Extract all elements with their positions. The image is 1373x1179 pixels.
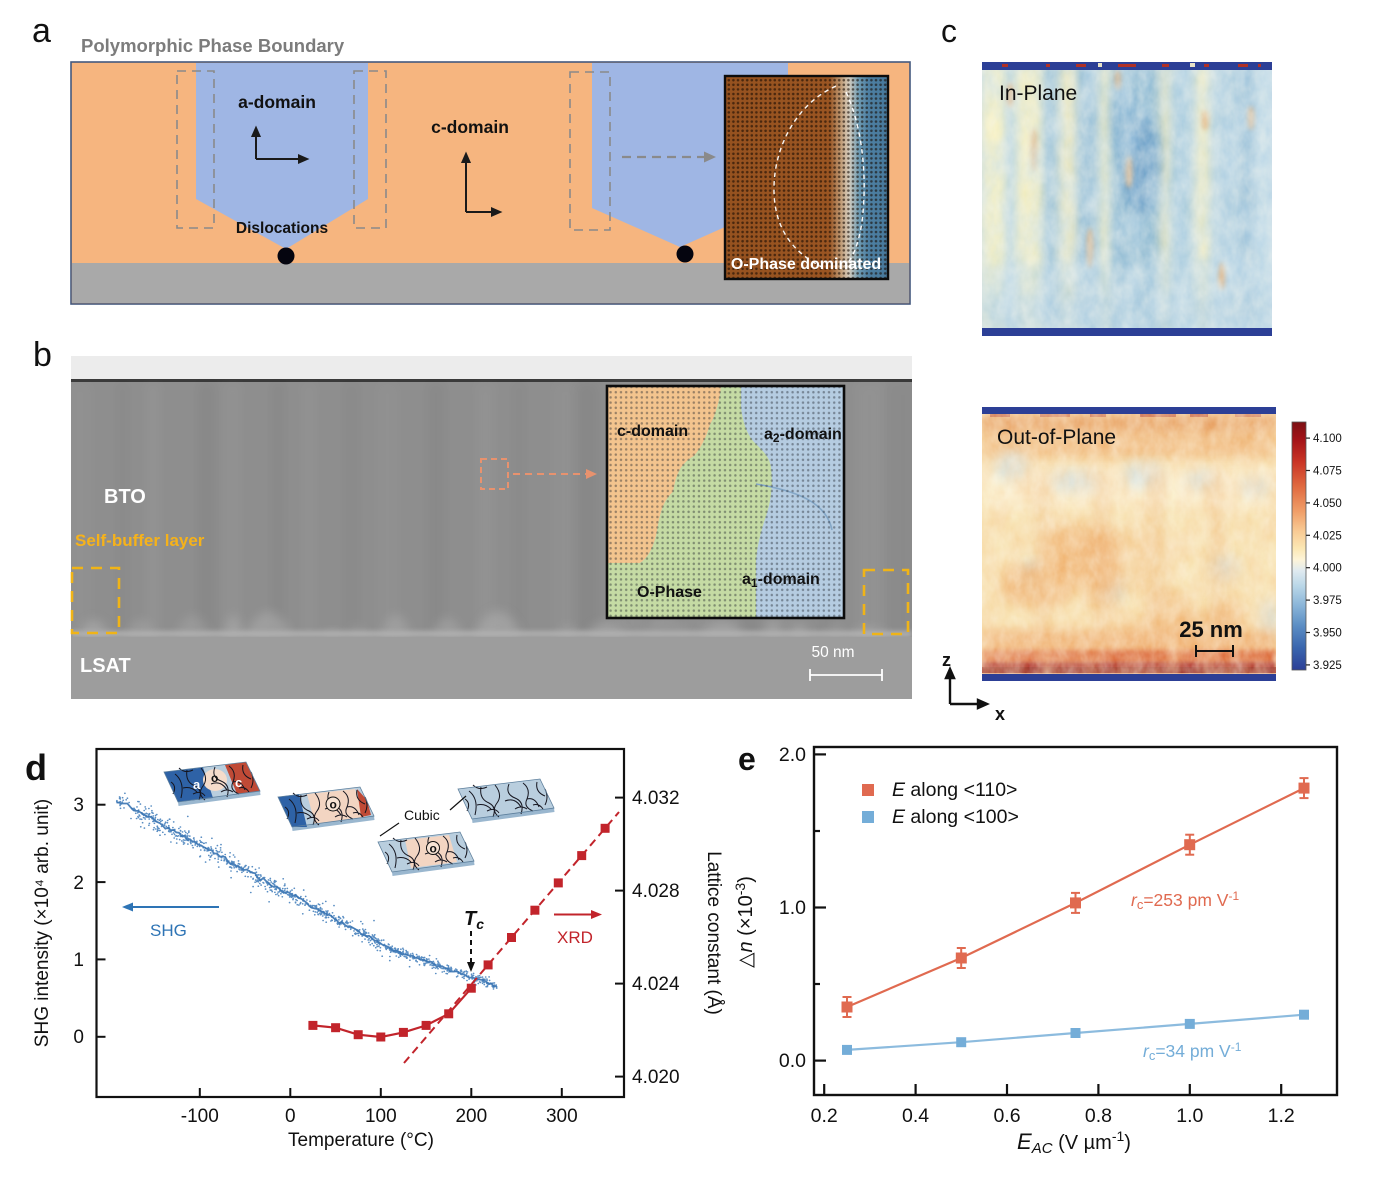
svg-text:2: 2 [73, 873, 84, 894]
svg-text:△n (×10-3): △n (×10-3) [732, 876, 757, 968]
svg-text:e: e [738, 741, 756, 777]
svg-text:200: 200 [455, 1106, 487, 1127]
svg-text:3.950: 3.950 [1313, 628, 1342, 640]
svg-text:0.6: 0.6 [993, 1105, 1020, 1127]
svg-text:1.2: 1.2 [1268, 1105, 1295, 1127]
svg-text:BTO: BTO [104, 486, 146, 508]
svg-text:z: z [942, 650, 951, 670]
svg-text:Self-buffer layer: Self-buffer layer [75, 531, 205, 550]
svg-text:o: o [330, 798, 337, 812]
svg-text:300: 300 [546, 1106, 578, 1127]
svg-text:EAC (V µm-1): EAC (V µm-1) [1017, 1128, 1131, 1157]
svg-text:3: 3 [73, 795, 84, 816]
svg-text:rc=253 pm V-1: rc=253 pm V-1 [1131, 889, 1239, 912]
svg-text:Temperature (°C): Temperature (°C) [288, 1130, 434, 1151]
svg-text:4.024: 4.024 [632, 974, 680, 995]
svg-text:LSAT: LSAT [80, 655, 131, 677]
svg-text:4.100: 4.100 [1313, 433, 1342, 445]
svg-text:b: b [33, 336, 52, 374]
svg-text:Lattice constant (Å): Lattice constant (Å) [703, 851, 724, 1015]
svg-text:Cubic: Cubic [404, 807, 440, 823]
svg-text:0: 0 [285, 1106, 296, 1127]
svg-text:4.000: 4.000 [1313, 563, 1342, 575]
svg-text:0.2: 0.2 [811, 1105, 838, 1127]
svg-text:E along <110>: E along <110> [892, 779, 1017, 801]
svg-text:3.975: 3.975 [1313, 595, 1342, 607]
svg-text:4.032: 4.032 [632, 788, 680, 809]
svg-text:O-Phase dominated: O-Phase dominated [731, 256, 881, 273]
svg-text:25 nm: 25 nm [1179, 617, 1243, 642]
svg-text:a: a [32, 12, 51, 50]
svg-text:100: 100 [365, 1106, 397, 1127]
svg-text:4.020: 4.020 [632, 1067, 680, 1088]
svg-text:d: d [25, 747, 47, 788]
svg-text:a2-domain: a2-domain [764, 426, 842, 445]
svg-text:O-Phase: O-Phase [637, 584, 702, 601]
svg-text:Out-of-Plane: Out-of-Plane [997, 426, 1116, 449]
svg-text:0.4: 0.4 [902, 1105, 929, 1127]
svg-text:0: 0 [73, 1027, 84, 1048]
svg-text:4.050: 4.050 [1313, 498, 1342, 510]
svg-text:0.0: 0.0 [779, 1050, 806, 1072]
svg-text:Tc: Tc [464, 908, 484, 932]
svg-text:1.0: 1.0 [1176, 1105, 1203, 1127]
svg-text:x: x [995, 704, 1005, 724]
svg-text:E along <100>: E along <100> [892, 806, 1019, 828]
svg-text:2.0: 2.0 [779, 744, 806, 766]
svg-text:Polymorphic Phase Boundary: Polymorphic Phase Boundary [81, 35, 345, 56]
svg-text:1: 1 [73, 950, 84, 971]
svg-text:XRD: XRD [557, 928, 593, 947]
svg-text:50 nm: 50 nm [811, 644, 854, 661]
svg-text:a: a [193, 777, 201, 792]
svg-text:o: o [430, 842, 437, 856]
svg-text:In-Plane: In-Plane [999, 82, 1077, 105]
svg-text:0.8: 0.8 [1085, 1105, 1112, 1127]
svg-text:SHG intensity (×10⁴ arb. unit): SHG intensity (×10⁴ arb. unit) [32, 799, 53, 1047]
svg-text:c-domain: c-domain [431, 117, 509, 137]
svg-text:a1-domain: a1-domain [742, 571, 820, 590]
svg-text:c: c [941, 13, 957, 49]
svg-text:1.0: 1.0 [779, 897, 806, 919]
svg-text:c-domain: c-domain [617, 423, 688, 440]
svg-text:rc=34 pm V-1: rc=34 pm V-1 [1143, 1040, 1242, 1063]
svg-text:o: o [211, 771, 218, 785]
svg-text:-100: -100 [181, 1106, 219, 1127]
svg-text:4.075: 4.075 [1313, 466, 1342, 478]
svg-text:SHG: SHG [150, 921, 187, 940]
svg-text:c: c [235, 775, 242, 790]
svg-text:4.028: 4.028 [632, 881, 680, 902]
svg-text:4.025: 4.025 [1313, 530, 1342, 542]
svg-text:a-domain: a-domain [238, 92, 316, 112]
svg-text:3.925: 3.925 [1313, 660, 1342, 672]
svg-text:Dislocations: Dislocations [236, 220, 328, 237]
